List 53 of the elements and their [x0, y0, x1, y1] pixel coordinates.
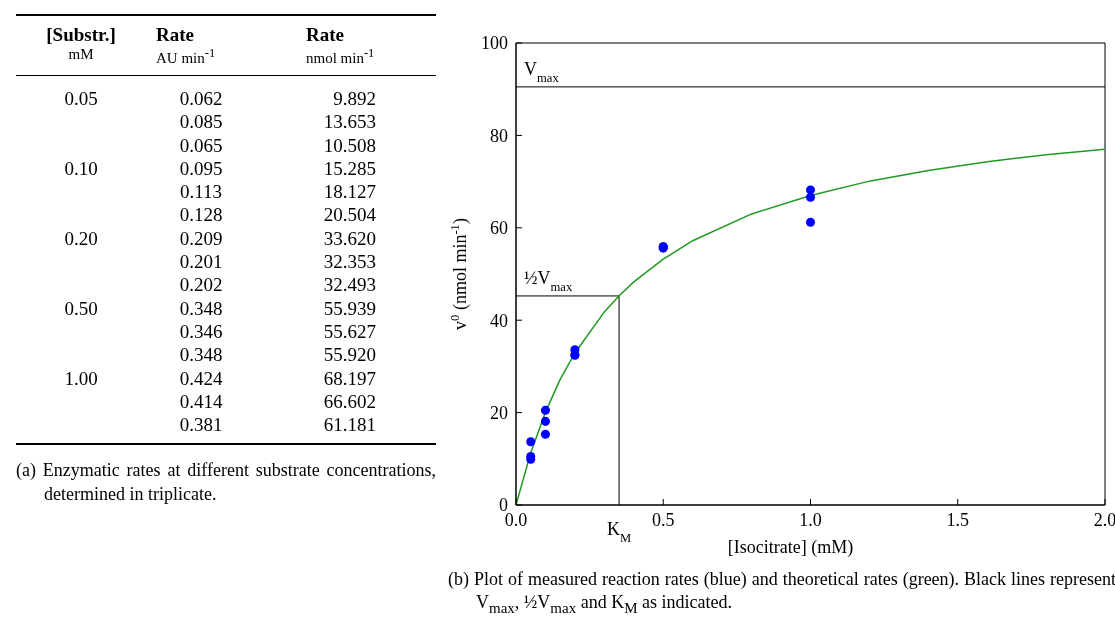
- text: 0.414: [179, 390, 223, 412]
- category-label: Rate AU min$^{-1}$: [156, 24, 217, 67]
- text: 0.348: [179, 344, 223, 366]
- category-label: 0.05: [64, 88, 98, 109]
- text: 0.346: [179, 320, 223, 342]
- text: 0.085: [179, 111, 223, 133]
- text: 0.113: [179, 181, 223, 203]
- category-label: 1.00: [64, 367, 98, 389]
- category-label: 0.50: [64, 297, 98, 319]
- text: 0.095: [179, 157, 223, 179]
- y-tick-label: 60: [490, 218, 508, 239]
- ref-line-label: K$_{M}$: [606, 519, 632, 545]
- text: 55.920: [323, 344, 376, 366]
- x-tick-label: 0.5: [652, 509, 675, 530]
- text: 18.127: [323, 181, 376, 203]
- text: 13.653: [323, 111, 376, 133]
- text: 32.493: [323, 274, 376, 296]
- text: 0.201: [179, 251, 223, 273]
- text: 0.209: [179, 227, 223, 249]
- text: 55.939: [323, 297, 376, 319]
- x-tick-label: 1.5: [946, 509, 969, 530]
- text: 33.620: [323, 227, 376, 249]
- category-label: 0.10: [64, 157, 98, 179]
- text: 10.508: [323, 134, 376, 156]
- y-tick-label: 100: [481, 33, 508, 54]
- y-tick-label: 40: [490, 310, 508, 331]
- ref-line-label: ½V$_{max}$: [524, 267, 573, 294]
- text: 0.062: [179, 88, 223, 109]
- text: 0.202: [179, 274, 223, 296]
- text: 0.348: [179, 297, 223, 319]
- text: 0.381: [179, 414, 223, 436]
- y-tick-label: 80: [490, 125, 508, 146]
- text: [Substr.] mM: [45, 24, 117, 63]
- category-label: Rate nmol min$^{-1}$: [306, 24, 376, 67]
- text: (a) Enzymatic rates at different substrate concentrations, determined in triplicate.: [16, 459, 436, 506]
- text: 0.128: [179, 204, 223, 226]
- x-tick-label: 1.0: [799, 509, 822, 530]
- text: 55.627: [323, 320, 376, 342]
- text: (b) Plot of measured reaction rates (blue) and theoretical rates (green). Black lines represent V$_{max}$, ½V$_{max}$ and K$_{M}$ as indicated.: [448, 568, 1115, 618]
- text: 0.065: [179, 134, 223, 156]
- text: 32.353: [323, 251, 376, 273]
- x-tick-label: 2.0: [1093, 509, 1115, 530]
- text: 20.504: [323, 204, 376, 226]
- text: 61.181: [323, 414, 376, 436]
- text: 68.197: [323, 367, 376, 389]
- text: 9.892: [333, 88, 376, 109]
- text: 15.285: [323, 157, 376, 179]
- y-tick-label: 20: [490, 402, 508, 423]
- category-label: 0.20: [64, 227, 98, 249]
- x-axis-title: [Isocitrate] (mM): [727, 537, 854, 558]
- text: 66.602: [323, 390, 376, 412]
- text: 0.424: [179, 367, 223, 389]
- ref-line-label: V$_{max}$: [524, 58, 560, 85]
